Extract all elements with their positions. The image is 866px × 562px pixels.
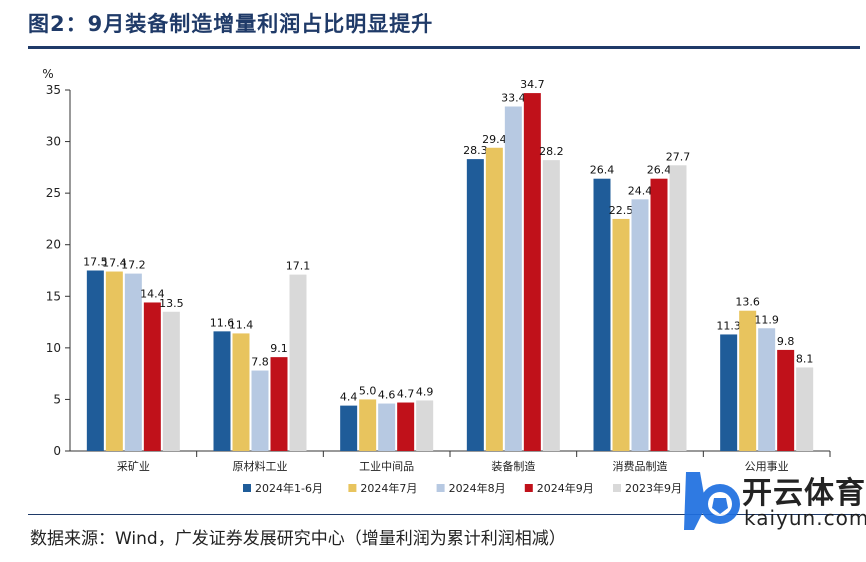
bar xyxy=(232,333,250,451)
bar xyxy=(213,331,231,451)
legend-swatch xyxy=(243,484,251,492)
bar xyxy=(143,302,161,451)
data-label: 17.4 xyxy=(102,257,127,270)
watermark-brand-cn: 开云体育 xyxy=(742,476,866,511)
legend-label: 2023年9月 xyxy=(625,481,682,495)
bar xyxy=(466,159,484,451)
bar xyxy=(504,106,522,451)
bar xyxy=(542,160,560,451)
data-label: 17.2 xyxy=(121,259,146,272)
data-label: 29.4 xyxy=(482,133,507,146)
data-label: 22.5 xyxy=(609,204,634,217)
bar xyxy=(162,311,180,451)
bar xyxy=(523,93,541,451)
data-label: 26.4 xyxy=(590,164,615,177)
y-tick-label: 10 xyxy=(46,341,61,355)
bar xyxy=(397,402,415,451)
data-label: 17.1 xyxy=(286,260,311,273)
data-label: 34.7 xyxy=(520,78,545,91)
y-tick-label: 5 xyxy=(53,392,61,406)
category-label: 工业中间品 xyxy=(359,460,414,473)
data-label: 17.5 xyxy=(83,256,108,269)
data-label: 7.8 xyxy=(251,356,269,369)
category-label: 消费品制造 xyxy=(613,459,668,473)
data-label: 13.6 xyxy=(735,296,760,309)
data-label: 27.7 xyxy=(666,150,691,163)
data-label: 11.9 xyxy=(754,313,779,326)
bar xyxy=(359,399,377,451)
data-label: 28.2 xyxy=(539,145,564,158)
bar xyxy=(631,199,649,451)
category-label: 装备制造 xyxy=(491,459,535,473)
bar xyxy=(289,274,307,451)
data-label: 26.4 xyxy=(647,164,672,177)
bar xyxy=(416,400,434,451)
category-label: 原材料工业 xyxy=(233,459,288,473)
y-tick-label: 30 xyxy=(46,135,61,149)
legend-label: 2024年1-6月 xyxy=(255,481,323,495)
legend-swatch xyxy=(524,484,533,492)
legend-swatch xyxy=(436,484,445,492)
y-tick-label: 35 xyxy=(46,83,61,97)
legend-swatch xyxy=(613,484,621,492)
data-label: 11.3 xyxy=(716,319,741,332)
legend-label: 2024年9月 xyxy=(537,481,594,495)
category-label: 公用事业 xyxy=(745,460,789,473)
data-label: 9.8 xyxy=(777,335,795,348)
bar xyxy=(270,357,288,451)
y-tick-label: 20 xyxy=(46,238,61,252)
bar xyxy=(378,403,396,451)
data-label: 9.1 xyxy=(270,342,288,355)
bar xyxy=(340,405,358,451)
watermark: 开云体育 kaiyun.com xyxy=(680,466,866,536)
bar xyxy=(739,310,757,451)
bar xyxy=(669,165,687,451)
bar xyxy=(612,218,630,451)
bar xyxy=(251,370,269,451)
header: 图2：9月装备制造增量利润占比明显提升 xyxy=(0,0,866,49)
legend-swatch xyxy=(348,484,357,492)
data-label: 24.4 xyxy=(628,184,653,197)
y-tick-label: 25 xyxy=(46,186,61,200)
legend-label: 2024年7月 xyxy=(360,481,417,495)
chart-title: 图2：9月装备制造增量利润占比明显提升 xyxy=(28,12,434,36)
title-divider xyxy=(28,46,860,49)
footer-divider xyxy=(28,514,860,515)
data-label: 4.9 xyxy=(416,385,434,398)
data-label: 8.1 xyxy=(796,352,814,365)
bar xyxy=(720,334,738,451)
source-note: 数据来源：Wind，广发证券发展研究中心（增量利润为累计利润相减） xyxy=(30,529,566,549)
y-axis-unit: % xyxy=(42,67,53,81)
legend-label: 2024年8月 xyxy=(449,481,506,495)
bar xyxy=(758,328,776,451)
data-label: 11.4 xyxy=(229,318,254,331)
data-label: 13.5 xyxy=(159,297,184,310)
watermark-brand-en: kaiyun.com xyxy=(744,506,866,530)
data-label: 11.6 xyxy=(210,316,235,329)
data-label: 28.3 xyxy=(463,144,488,157)
y-tick-label: 15 xyxy=(46,289,61,303)
bar xyxy=(593,178,611,451)
bar-chart: 0 5 10 15 20 25 30 35% 采矿业 17.517.417.2 14.413.5 原材… xyxy=(42,67,831,495)
bar xyxy=(485,147,503,451)
data-label: 4.4 xyxy=(340,391,358,404)
bar xyxy=(124,273,142,451)
data-label: 5.0 xyxy=(359,384,377,397)
bar xyxy=(777,349,795,451)
data-label: 4.6 xyxy=(378,389,396,402)
data-label: 33.4 xyxy=(501,92,526,105)
bar xyxy=(86,270,104,451)
bar xyxy=(796,367,814,451)
data-label: 14.4 xyxy=(140,287,165,300)
category-label: 采矿业 xyxy=(117,460,150,473)
y-tick-label: 0 xyxy=(53,444,61,458)
bar xyxy=(650,178,668,451)
bar xyxy=(105,271,123,451)
data-label: 4.7 xyxy=(397,388,415,401)
watermark-logo-icon xyxy=(684,472,740,530)
